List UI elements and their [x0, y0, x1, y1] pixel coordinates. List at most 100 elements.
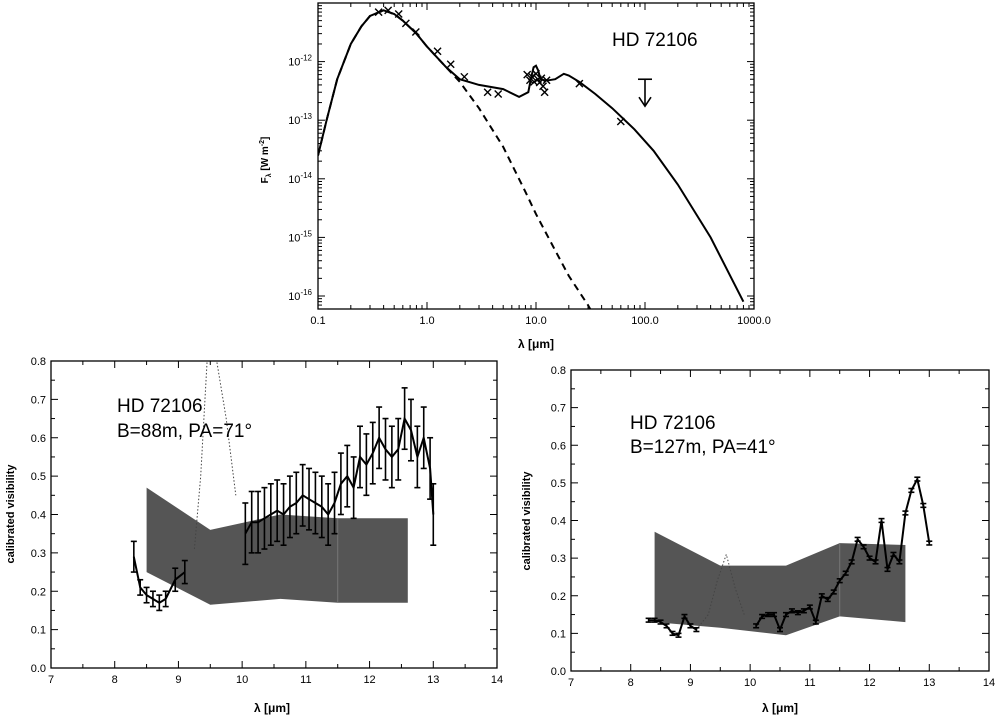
- sed-photometry-point: [384, 6, 393, 15]
- vis88-xtick-label: 14: [491, 674, 503, 686]
- sed-photometry-point: [411, 28, 420, 36]
- vis127-errorbar: [651, 617, 658, 623]
- vis88-errorbar: [130, 540, 137, 573]
- vis127-errorbar: [759, 613, 766, 620]
- vis127-errorbar: [914, 476, 921, 482]
- sed-photometry-point: [446, 60, 455, 69]
- vis127-xtick-label: 12: [863, 677, 875, 689]
- vis88-ytick-label: 0.2: [31, 586, 46, 598]
- vis88-ytick-label: 0.6: [31, 433, 46, 445]
- sed-photometry-point: [523, 70, 532, 79]
- vis127-errorbar: [902, 510, 909, 516]
- vis88-errorbar: [401, 387, 408, 451]
- vis88-errorbar: [172, 567, 179, 593]
- vis88-errorbar: [242, 502, 249, 566]
- vis127-errorbar: [926, 540, 933, 546]
- vis127-xtick-label: 14: [983, 677, 995, 689]
- vis127-annotation-star: HD 72106: [630, 413, 716, 434]
- vis88-ytick-label: 0.8: [31, 356, 46, 368]
- vis127-x-axis-label: λ [μm]: [762, 701, 798, 715]
- vis127-errorbar: [753, 623, 760, 629]
- vis88-errorbar: [280, 482, 287, 547]
- vis127-errorbar: [848, 559, 855, 565]
- vis127-errorbar: [866, 555, 873, 561]
- sed-x-axis-label: λ [μm]: [518, 337, 554, 351]
- vis127-ytick-label: 0.7: [551, 403, 566, 415]
- sed-ytick-label: 10-12: [288, 54, 312, 69]
- vis127-errorbar: [878, 517, 885, 524]
- sed-y-axis-label: Fλ [W m-2]: [259, 137, 273, 184]
- vis88-annotation-baseline: B=88m, PA=71°: [117, 421, 252, 442]
- sed-photometry-point: [575, 79, 584, 88]
- vis88-plot-area: [130, 361, 437, 612]
- vis127-errorbar: [890, 551, 897, 558]
- vis127-xtick-label: 10: [744, 677, 756, 689]
- sed-photometry-point: [483, 88, 492, 97]
- vis127-errorbar: [681, 613, 688, 620]
- vis127-axes: 7 8 9 10 11 12 13 14 0.0 0.1 0.2 0.3 0.4 0.5 0.6 0.7 0.8: [551, 365, 995, 689]
- vis88-model-band: [146, 487, 408, 605]
- sed-xtick-label: 1.0: [419, 315, 434, 327]
- vis127-annotation-baseline: B=127m, PA=41°: [630, 437, 776, 458]
- vis88-y-axis-label: calibrated visibility: [5, 464, 17, 564]
- vis127-errorbar: [777, 626, 783, 633]
- sed-photosphere-line: [318, 9, 592, 309]
- vis127-y-axis-label: calibrated visibility: [521, 471, 533, 571]
- vis127-errorbar: [675, 632, 682, 638]
- sed-photometry-point: [374, 8, 383, 17]
- sed-annotation: HD 72106: [612, 30, 698, 51]
- vis127-model-band: [654, 531, 906, 636]
- vis88-errorbar: [156, 594, 163, 612]
- vis127-ytick-label: 0.5: [551, 478, 566, 490]
- vis127-errorbar: [830, 589, 837, 595]
- sed-xtick-label: 10.0: [525, 315, 546, 327]
- vis88-errorbar: [407, 398, 414, 462]
- vis127-xtick-label: 11: [804, 677, 815, 689]
- vis127-errorbar: [794, 609, 801, 616]
- vis88-errorbar: [286, 475, 293, 539]
- sed-photometry-point: [433, 47, 442, 56]
- vis88-series-line: [132, 556, 186, 604]
- vis88-xtick-label: 7: [48, 674, 54, 686]
- vis88-ytick-label: 0.0: [31, 663, 46, 675]
- vis88-errorbar: [255, 490, 262, 554]
- vis88-errorbar: [337, 452, 344, 516]
- vis127-errorbar: [842, 570, 849, 576]
- vis127-errorbar: [854, 536, 861, 542]
- vis88-errorbar: [299, 463, 306, 527]
- vis88-errorbar: [430, 482, 437, 547]
- vis88-annotation-star: HD 72106: [117, 396, 203, 417]
- sed-ytick-label: 10-13: [288, 112, 312, 127]
- vis88-ytick-label: 0.4: [31, 510, 46, 522]
- vis88-errorbar: [306, 467, 313, 531]
- vis127-ytick-label: 0.6: [551, 440, 566, 452]
- vis88-errorbar: [414, 425, 421, 489]
- vis127-xtick-label: 8: [628, 677, 634, 689]
- vis88-errorbar: [388, 425, 395, 489]
- vis88-dotted-curve: [193, 361, 237, 550]
- sed-photometry-point: [460, 72, 469, 81]
- vis88-errorbar: [261, 486, 268, 550]
- vis88-errorbar: [162, 590, 169, 608]
- sed-photometry-point: [401, 19, 410, 28]
- vis88-errorbar: [420, 406, 427, 470]
- vis127-errorbar: [788, 608, 795, 614]
- vis88-ytick-label: 0.1: [31, 625, 46, 637]
- sed-xtick-label: 1000.0: [737, 315, 771, 327]
- vis88-errorbar: [149, 590, 156, 608]
- vis127-ytick-label: 0.4: [551, 516, 566, 528]
- vis88-axes: 7 8 9 10 11 12 13 14 0.0 0.1 0.2 0.3 0.4 0.5 0.6 0.7 0.8: [31, 356, 503, 686]
- vis88-errorbar: [382, 417, 389, 481]
- vis88-x-axis-label: λ [μm]: [254, 701, 290, 715]
- vis127-errorbar: [818, 593, 825, 599]
- vis88-errorbar: [248, 490, 255, 554]
- vis127-errorbar: [645, 617, 652, 623]
- sed-photometry-point: [494, 90, 503, 98]
- vis88-xtick-label: 13: [427, 674, 439, 686]
- sed-panel: 0.1 1.0 10.0 100.0 1000.0 10-16 10-15 10-14 10-1…: [259, 2, 771, 351]
- vis88-errorbar: [325, 482, 332, 547]
- vis88-errorbar: [143, 586, 150, 604]
- vis88-ytick-label: 0.7: [31, 394, 46, 406]
- vis88-ytick-label: 0.5: [31, 471, 46, 483]
- vis88-errorbar: [363, 433, 370, 497]
